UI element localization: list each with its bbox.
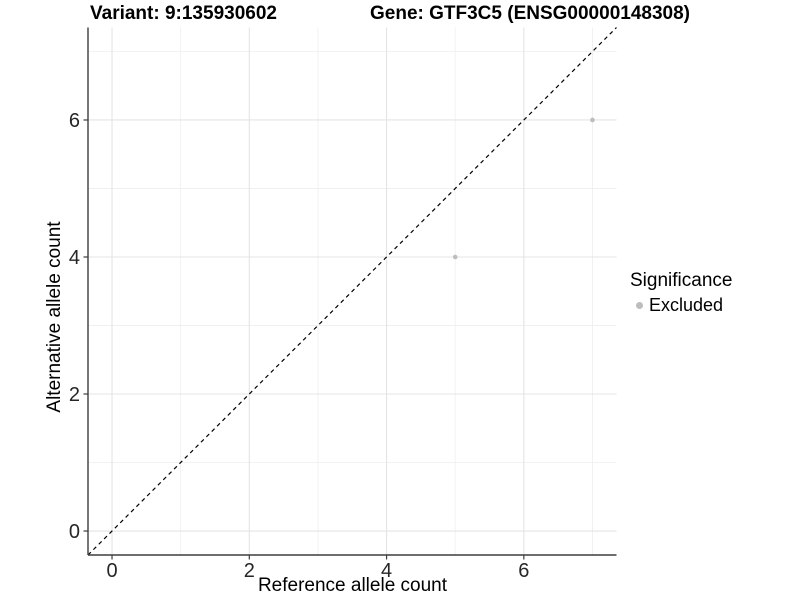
y-tick-label: 6 (69, 110, 80, 132)
identity-line (87, 27, 617, 556)
y-tick-label: 2 (69, 384, 80, 406)
legend-item-label: Excluded (649, 295, 724, 315)
gene-title: Gene: GTF3C5 (ENSG00000148308) (370, 3, 690, 24)
legend: Significance Excluded (630, 270, 732, 316)
x-tick-label: 4 (381, 560, 392, 582)
data-point (452, 254, 458, 260)
data-point (590, 117, 595, 123)
legend-item-excluded: Excluded (630, 295, 732, 316)
x-axis-title: Reference allele count (257, 575, 448, 596)
x-tick-label: 0 (106, 560, 117, 582)
x-tick-label: 6 (518, 560, 529, 582)
y-axis-title: Alternative allele count (44, 221, 65, 413)
variant-title: Variant: 9:135930602 (90, 3, 277, 24)
x-tick-label: 2 (244, 560, 255, 582)
legend-point-icon (636, 302, 643, 309)
y-tick-label: 4 (69, 247, 80, 269)
legend-title: Significance (630, 270, 733, 291)
y-tick-label: 0 (69, 521, 80, 543)
